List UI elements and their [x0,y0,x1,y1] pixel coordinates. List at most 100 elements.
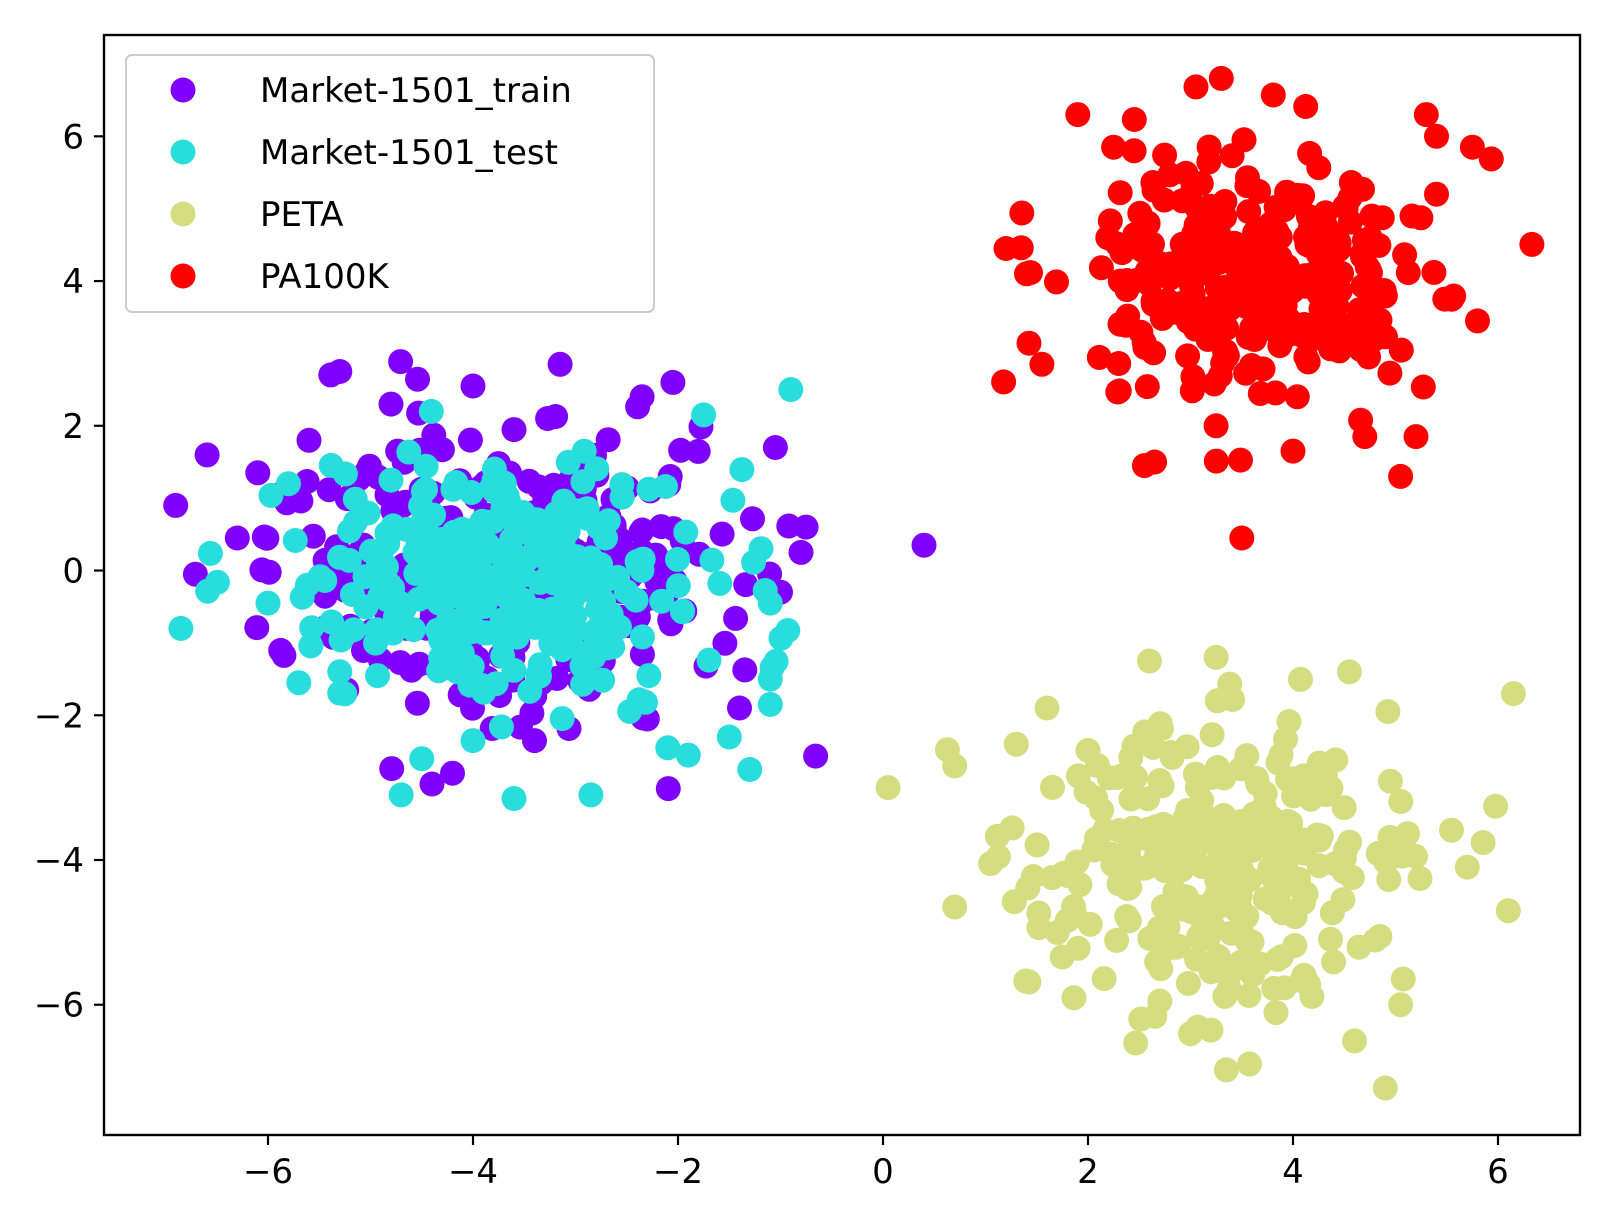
legend-label: PA100K [260,257,390,297]
data-point [1245,771,1271,797]
data-point [1342,1028,1367,1054]
data-point [1236,199,1262,225]
data-point [1234,173,1260,199]
data-point [1217,671,1243,697]
data-point [258,482,284,508]
data-point [1280,438,1306,464]
data-point [341,617,367,643]
data-point [1061,985,1087,1011]
data-point [803,743,829,769]
x-tick-label: −2 [653,1152,703,1192]
data-point [548,559,574,585]
data-point [1357,225,1383,251]
data-point [1142,449,1168,475]
data-point [251,524,277,550]
data-point [1372,283,1398,309]
data-point [406,586,432,612]
data-point [282,528,308,553]
data-point [1183,74,1209,100]
data-point [399,657,424,683]
data-point [991,369,1017,395]
data-point [1263,380,1288,406]
data-point [1199,722,1225,748]
data-point [1250,356,1276,382]
legend: Market-1501_train Market-1501_test PETA PA1… [125,54,655,313]
data-point [457,427,483,453]
data-point [593,525,618,551]
data-point [1009,200,1035,226]
data-point [404,690,430,716]
data-point [1459,134,1485,160]
data-point [1124,267,1150,293]
legend-marker [170,77,196,103]
data-point [516,468,542,494]
data-point [1313,782,1339,808]
data-point [388,349,414,375]
data-point [353,594,379,620]
data-point [352,564,378,590]
data-point [707,570,733,596]
data-point [1107,180,1133,206]
data-point [1187,312,1213,338]
data-point [168,615,194,641]
data-point [1135,211,1161,237]
data-point [1121,107,1147,132]
data-point [1178,1021,1203,1047]
data-point [696,647,722,673]
data-point [1212,983,1238,1009]
data-point [1264,946,1290,972]
data-point [1140,170,1166,195]
data-point [1014,261,1039,287]
data-point [286,670,312,696]
data-point [1284,384,1310,410]
x-axis: −6 −4 −2 0 2 4 6 [243,1135,1509,1192]
data-point [1243,831,1269,857]
data-point [1104,927,1130,953]
y-tick-label: 6 [62,117,84,157]
data-point [1237,1051,1262,1077]
legend-marker [170,263,196,289]
data-point [670,598,696,624]
data-point [629,624,655,650]
data-point [1096,765,1122,791]
data-point [318,452,344,478]
data-point [244,615,270,641]
data-point [1465,308,1490,334]
data-point [1097,208,1123,234]
data-point [574,496,600,522]
data-point [368,543,394,569]
data-point [1187,228,1213,254]
data-point [1352,424,1378,450]
data-point [327,544,352,570]
data-point [741,549,767,575]
data-point [1137,648,1162,674]
data-point [1291,763,1317,789]
data-point [625,552,651,578]
data-point [327,359,353,384]
data-point [1171,806,1197,832]
data-point [538,630,564,656]
data-point [1148,956,1174,982]
data-point [978,851,1004,877]
data-point [245,460,271,486]
data-point [1184,946,1210,972]
data-point [1259,237,1285,263]
x-tick-label: 2 [1077,1152,1099,1192]
data-point [271,642,297,668]
data-point [488,714,514,740]
data-point [942,894,968,920]
data-point [1105,379,1131,405]
data-point [655,735,681,761]
data-point [1040,774,1065,800]
data-point [1388,463,1414,489]
data-point [1176,247,1202,273]
data-point [727,695,752,721]
series-PETA [875,644,1526,1101]
data-point [1329,260,1355,286]
data-point [1150,894,1176,919]
data-point [575,666,601,692]
data-point [1136,827,1162,853]
data-point [720,487,746,513]
data-point [1092,817,1118,843]
data-point [1263,1000,1289,1026]
